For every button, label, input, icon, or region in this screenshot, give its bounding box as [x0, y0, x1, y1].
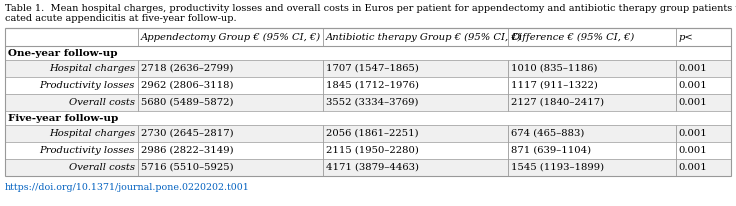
Text: 2730 (2645–2817): 2730 (2645–2817): [141, 129, 233, 138]
Text: 1845 (1712–1976): 1845 (1712–1976): [326, 81, 419, 90]
Text: Overall costs: Overall costs: [69, 163, 135, 172]
Text: 0.001: 0.001: [679, 163, 707, 172]
Text: 0.001: 0.001: [679, 81, 707, 90]
Text: 2127 (1840–2417): 2127 (1840–2417): [511, 98, 604, 107]
Bar: [5, 125, 731, 142]
Text: Productivity losses: Productivity losses: [40, 81, 135, 90]
Text: Five-year follow-up: Five-year follow-up: [8, 114, 118, 123]
Text: 2718 (2636–2799): 2718 (2636–2799): [141, 64, 233, 73]
Text: 5680 (5489–5872): 5680 (5489–5872): [141, 98, 233, 107]
Text: 0.001: 0.001: [679, 64, 707, 73]
Text: 0.001: 0.001: [679, 129, 707, 138]
Text: Productivity losses: Productivity losses: [40, 146, 135, 155]
Bar: [5, 159, 731, 176]
Text: 2962 (2806–3118): 2962 (2806–3118): [141, 81, 233, 90]
Text: One-year follow-up: One-year follow-up: [8, 48, 118, 57]
Bar: [5, 60, 731, 77]
Text: Appendectomy Group € (95% CI, €): Appendectomy Group € (95% CI, €): [141, 32, 321, 42]
Text: 0.001: 0.001: [679, 146, 707, 155]
Text: 4171 (3879–4463): 4171 (3879–4463): [326, 163, 419, 172]
Bar: [5, 94, 731, 111]
Text: 2986 (2822–3149): 2986 (2822–3149): [141, 146, 233, 155]
Text: cated acute appendicitis at five-year follow-up.: cated acute appendicitis at five-year fo…: [5, 14, 237, 23]
Text: Difference € (95% CI, €): Difference € (95% CI, €): [511, 32, 634, 42]
Text: p<: p<: [679, 33, 693, 41]
Text: 1545 (1193–1899): 1545 (1193–1899): [511, 163, 604, 172]
Text: Table 1.  Mean hospital charges, productivity losses and overall costs in Euros : Table 1. Mean hospital charges, producti…: [5, 4, 736, 13]
Text: 1707 (1547–1865): 1707 (1547–1865): [326, 64, 419, 73]
Text: Hospital charges: Hospital charges: [49, 129, 135, 138]
Text: 674 (465–883): 674 (465–883): [511, 129, 584, 138]
Text: https://doi.org/10.1371/journal.pone.0220202.t001: https://doi.org/10.1371/journal.pone.022…: [5, 183, 250, 192]
Bar: [5, 77, 731, 94]
Text: Hospital charges: Hospital charges: [49, 64, 135, 73]
Bar: [5, 142, 731, 159]
Text: 3552 (3334–3769): 3552 (3334–3769): [326, 98, 419, 107]
Text: 2056 (1861–2251): 2056 (1861–2251): [326, 129, 419, 138]
Text: Antibiotic therapy Group € (95% CI, €): Antibiotic therapy Group € (95% CI, €): [326, 32, 523, 42]
Text: 0.001: 0.001: [679, 98, 707, 107]
Text: Overall costs: Overall costs: [69, 98, 135, 107]
Text: 2115 (1950–2280): 2115 (1950–2280): [326, 146, 419, 155]
Text: 1010 (835–1186): 1010 (835–1186): [511, 64, 598, 73]
Text: 1117 (911–1322): 1117 (911–1322): [511, 81, 598, 90]
Text: 871 (639–1104): 871 (639–1104): [511, 146, 591, 155]
Text: 5716 (5510–5925): 5716 (5510–5925): [141, 163, 233, 172]
